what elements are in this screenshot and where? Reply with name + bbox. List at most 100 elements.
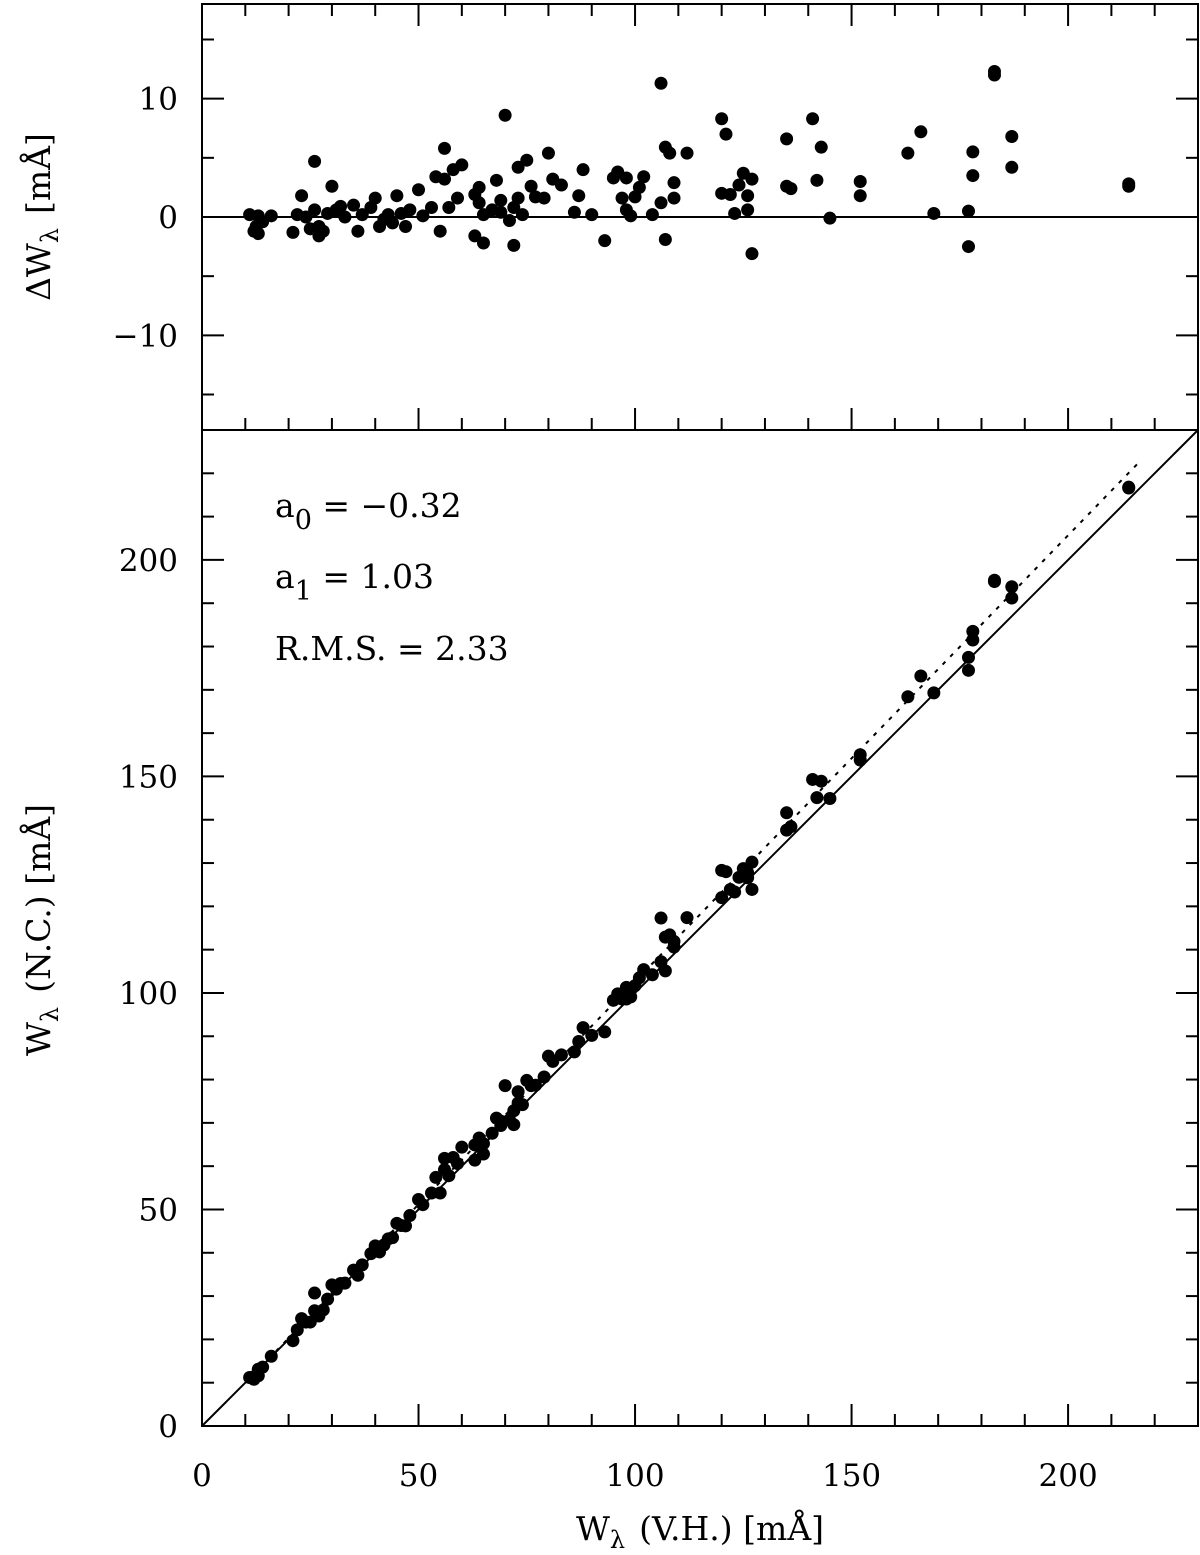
residual-point (624, 209, 638, 223)
comparison-point (654, 911, 668, 925)
comparison-point (1005, 591, 1019, 605)
residual-point (442, 201, 456, 215)
residual-point (554, 178, 568, 192)
residual-point (438, 172, 452, 186)
comparison-point (264, 1349, 278, 1363)
residual-point (476, 236, 490, 250)
residual-point (914, 125, 928, 139)
residual-point (416, 209, 430, 223)
comparison-point (961, 663, 975, 677)
comparison-point (741, 866, 755, 880)
comparison-point (966, 633, 980, 647)
comparison-point (338, 1276, 352, 1290)
comparison-point (585, 1028, 599, 1042)
comparison-point (645, 968, 659, 982)
comparison-point (728, 885, 742, 899)
residual-point (511, 191, 525, 205)
comparison-point (715, 891, 729, 905)
residual-panel: −10 0 10 ΔWλ[mÅ] (18, 3, 1199, 431)
residual-point (585, 208, 599, 222)
residual-point (680, 146, 694, 160)
residual-point (719, 127, 733, 141)
comparison-point (576, 1021, 590, 1035)
x-tick-label: 100 (605, 1458, 664, 1494)
comparison-point (403, 1209, 417, 1223)
residual-point (814, 140, 828, 154)
residual-point (853, 189, 867, 203)
residual-point (472, 196, 486, 210)
residual-point (645, 208, 659, 222)
comparison-point (442, 1169, 456, 1183)
comparison-point (476, 1147, 490, 1161)
residual-point (576, 163, 590, 177)
comparison-point (399, 1219, 413, 1233)
residual-point (663, 146, 677, 160)
residual-point (399, 219, 413, 233)
residual-point (966, 169, 980, 183)
comparison-point (515, 1098, 529, 1112)
residual-point (667, 191, 681, 205)
residual-point (541, 146, 555, 160)
comparison-point (658, 964, 672, 978)
residual-point (520, 153, 534, 167)
residual-point (1005, 130, 1019, 144)
residual-point (347, 198, 361, 212)
residual-point (498, 108, 512, 122)
residual-point (1122, 179, 1136, 193)
comparison-points (243, 480, 1136, 1386)
residual-point (286, 225, 300, 239)
residual-point (987, 68, 1001, 82)
residual-point (654, 76, 668, 90)
residual-point (810, 173, 824, 187)
residual-point (961, 204, 975, 218)
comparison-point (745, 855, 759, 869)
y-tick-label: 100 (119, 976, 178, 1012)
residual-point (502, 214, 516, 228)
y-tick-label: 150 (119, 759, 178, 795)
comparison-panel-frame (201, 429, 1199, 1427)
comparison-point (485, 1126, 499, 1140)
residual-point (524, 179, 538, 193)
residual-point (537, 191, 551, 205)
comparison-point (567, 1045, 581, 1059)
residual-point (806, 112, 820, 126)
residual-point (715, 112, 729, 126)
residual-point (308, 154, 322, 168)
y-tick-label: 0 (158, 1409, 178, 1445)
residual-point (472, 180, 486, 194)
residual-point (853, 175, 867, 188)
comparison-point (624, 990, 638, 1004)
comparison-y-axis-title: Wλ(N.C.) [mÅ] (18, 804, 64, 1056)
residual-point (438, 141, 452, 155)
comparison-point (429, 1170, 443, 1184)
residual-point (572, 189, 586, 203)
comparison-point (814, 774, 828, 788)
annotation-rms: R.M.S. = 2.33 (275, 629, 509, 668)
residual-point (355, 208, 369, 222)
residual-point (425, 201, 439, 215)
comparison-point (308, 1286, 322, 1300)
residual-point (632, 180, 646, 194)
residual-y-tick-label: 0 (158, 200, 178, 236)
residual-point (264, 209, 278, 223)
identity-line (201, 429, 1199, 1427)
residual-point (667, 176, 681, 190)
residual-point (732, 178, 746, 192)
comparison-point (498, 1079, 512, 1093)
residual-point (637, 170, 651, 184)
residual-point (741, 189, 755, 203)
residual-point (251, 227, 265, 241)
comparison-point (572, 1034, 586, 1048)
comparison-point (321, 1292, 335, 1306)
residual-point (455, 158, 469, 172)
residual-points (243, 64, 1136, 261)
residual-point (823, 211, 837, 225)
comparison-point (680, 911, 694, 925)
comparison-point (386, 1231, 400, 1245)
residual-point (489, 173, 503, 187)
x-tick-label: 200 (1039, 1458, 1098, 1494)
residual-point (316, 224, 330, 238)
residual-point (723, 188, 737, 202)
comparison-point (528, 1078, 542, 1092)
residual-point (338, 210, 352, 224)
